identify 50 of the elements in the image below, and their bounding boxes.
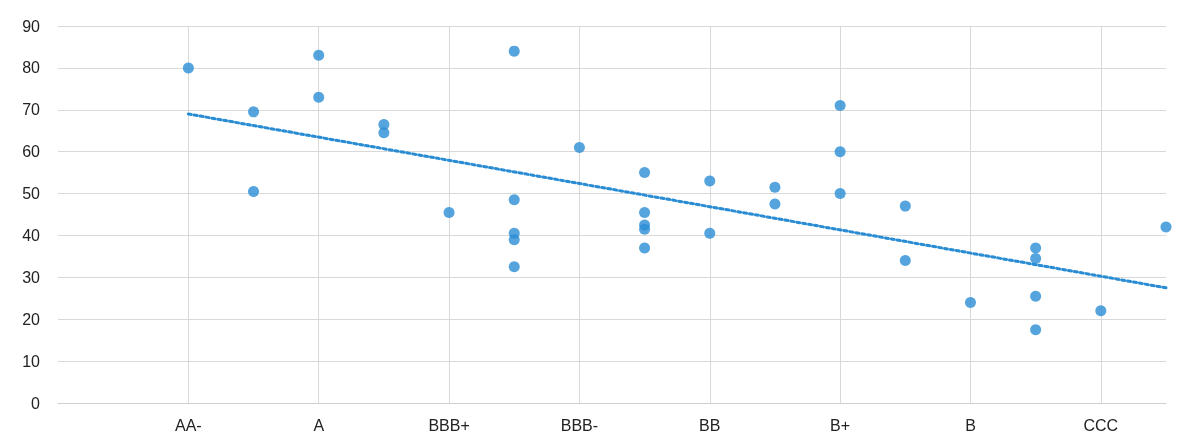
point [248,185,260,197]
point [1030,242,1042,254]
x-tick-label: AA- [175,416,202,434]
x-tick-label: BB [699,416,721,434]
y-tick-label: 10 [22,352,41,370]
point [1095,305,1107,317]
point [704,227,716,239]
y-tick-label: 40 [22,226,41,244]
point [1160,221,1172,233]
point [639,167,651,179]
point [834,188,846,200]
point [508,194,520,206]
x-tick-label: B [965,416,976,434]
x-tick-label: B+ [830,416,851,434]
point [769,198,781,210]
point [313,49,325,61]
y-tick-label: 20 [22,310,41,328]
x-tick-label: A [313,416,325,434]
point [899,255,911,267]
point [639,242,651,254]
point [248,106,260,118]
point [1030,252,1042,264]
x-tick-label: BBB+ [428,416,470,434]
point [834,146,846,158]
point [508,261,520,273]
point [508,45,520,57]
y-tick-label: 30 [22,268,41,286]
y-tick-label: 90 [22,17,41,35]
point [834,100,846,112]
x-tick-label: CCC [1083,416,1119,434]
point [573,141,585,153]
point [443,206,455,218]
y-tick-label: 80 [22,59,41,77]
point [313,91,325,103]
point [508,234,520,246]
point [704,175,716,187]
point [899,200,911,212]
point [639,223,651,235]
y-tick-label: 60 [22,143,41,161]
point [769,181,781,193]
point [1030,324,1042,336]
point [964,296,976,308]
y-tick-label: 70 [22,101,41,119]
point [1030,290,1042,302]
point [182,62,194,74]
point [378,127,390,139]
x-tick-label: BBB- [560,416,599,434]
y-tick-label: 0 [31,394,41,412]
point [639,206,651,218]
y-tick-label: 50 [22,185,41,203]
